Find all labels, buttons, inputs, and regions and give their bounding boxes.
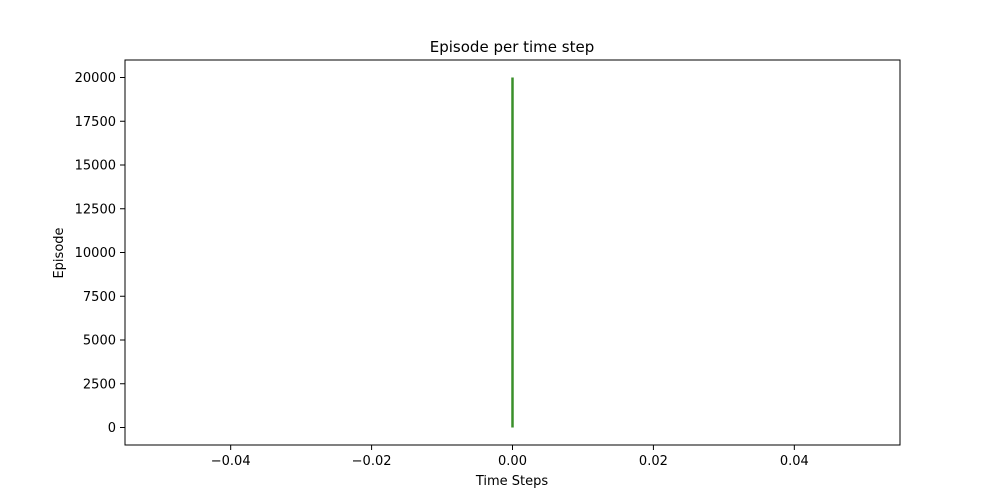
y-tick-label: 2500	[83, 377, 116, 392]
y-tick-label: 20000	[75, 71, 116, 86]
chart-title: Episode per time step	[430, 38, 594, 56]
y-tick-label: 0	[108, 421, 116, 436]
y-axis-label: Episode	[52, 227, 67, 278]
y-tick-label: 12500	[75, 202, 116, 217]
y-tick-label: 7500	[83, 290, 116, 305]
x-tick-label: 0.00	[498, 454, 527, 469]
x-axis-label: Time Steps	[475, 474, 549, 489]
y-tick-label: 5000	[83, 334, 116, 349]
y-tick-label: 17500	[75, 115, 116, 130]
x-tick-label: −0.04	[211, 454, 251, 469]
x-axis: −0.04 −0.02 0.00 0.02 0.04	[211, 445, 809, 469]
x-tick-label: −0.02	[352, 454, 392, 469]
y-axis: 0 2500 5000 7500 10000 12500 15000 17500 20000	[75, 71, 125, 436]
x-tick-label: 0.02	[639, 454, 668, 469]
y-tick-label: 10000	[75, 246, 116, 261]
x-tick-label: 0.04	[780, 454, 809, 469]
y-tick-label: 15000	[75, 159, 116, 174]
